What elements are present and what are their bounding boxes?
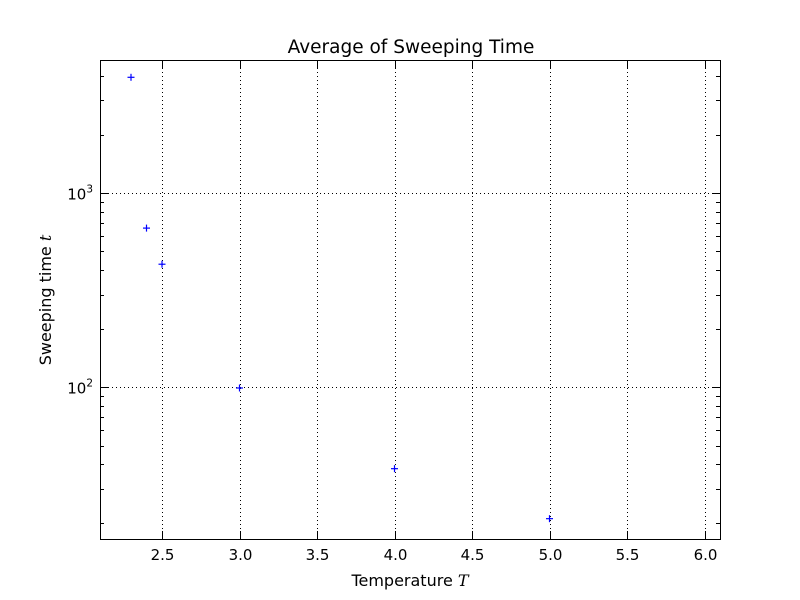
data-point [546, 515, 553, 523]
y-axis-label: Sweeping time t [36, 234, 55, 365]
chart-title: Average of Sweeping Time [288, 37, 535, 58]
x-tick-label: 3.0 [229, 546, 253, 564]
data-point [158, 260, 166, 268]
x-tick-label: 4.5 [461, 546, 485, 564]
data-point [127, 73, 135, 81]
data-point [391, 465, 398, 473]
x-tick-label: 5.0 [539, 546, 563, 564]
x-tick-label: 6.0 [694, 546, 718, 564]
data-point [143, 224, 150, 232]
y-axis-label-var: t [36, 234, 55, 241]
x-tick-labels: 2.5 3.0 3.5 4.0 4.5 5.0 5.5 6.0 [151, 546, 718, 564]
plot-frame [100, 60, 721, 540]
x-axis-label: Temperature T [350, 571, 469, 590]
y-tick-label-exponent: 3 [86, 184, 93, 196]
x-tick-label: 4.0 [384, 546, 408, 564]
x-axis-label-var: T [458, 571, 470, 590]
x-axis-label-text: Temperature [350, 571, 457, 590]
y-axis-label-text: Sweeping time [36, 241, 55, 365]
data-points [127, 73, 553, 523]
y-tick-label-base: 10 [67, 186, 86, 204]
x-tick-label: 5.5 [616, 546, 640, 564]
y-tick-label-base: 10 [67, 380, 86, 398]
y-tick-label: 102 [67, 378, 93, 398]
grid-lines [100, 60, 720, 539]
y-tick-label-exponent: 2 [86, 378, 93, 390]
x-tick-label: 2.5 [151, 546, 175, 564]
y-tick-label: 103 [67, 184, 93, 204]
data-point [236, 384, 243, 392]
x-tick-label: 3.5 [306, 546, 330, 564]
